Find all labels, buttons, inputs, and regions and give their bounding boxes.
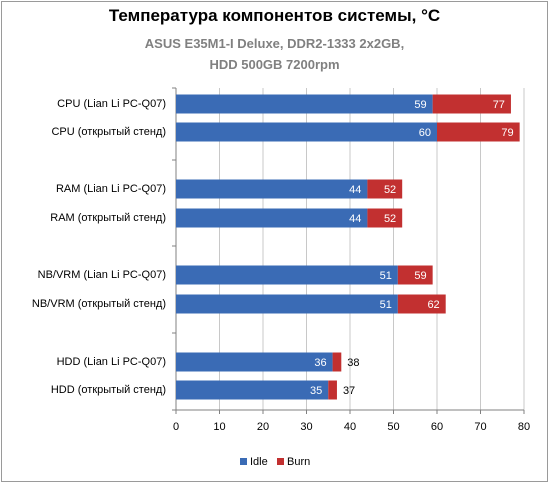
- bar-burn: [397, 294, 446, 314]
- data-label-idle: 51: [380, 299, 392, 311]
- legend-label-burn: Burn: [287, 456, 310, 468]
- category-label: CPU (Lian Li PC-Q07): [57, 98, 166, 110]
- data-label-idle: 36: [314, 357, 326, 369]
- data-label-burn: 59: [414, 270, 426, 282]
- x-tick-label-50: 50: [387, 421, 399, 433]
- bar-burn: [367, 208, 403, 228]
- category-label: RAM (открытый стенд): [50, 212, 166, 224]
- bar-burn: [367, 179, 403, 199]
- legend-swatch-idle: [240, 458, 247, 465]
- data-label-burn: 79: [501, 127, 513, 139]
- bar-burn: [432, 94, 511, 114]
- data-label-idle: 51: [380, 270, 392, 282]
- bar-idle: [176, 294, 398, 314]
- chart-title: Температура компонентов системы, °С: [108, 6, 441, 25]
- data-label-idle: 44: [349, 213, 361, 225]
- bar-burn: [332, 352, 342, 372]
- x-tick-label-70: 70: [474, 421, 486, 433]
- category-label: NB/VRM (Lian Li PC-Q07): [38, 269, 166, 281]
- bar-idle: [176, 208, 368, 228]
- legend-swatch-burn: [277, 458, 284, 465]
- bar-idle: [176, 352, 333, 372]
- bar-burn: [328, 380, 337, 400]
- data-label-burn: 52: [384, 213, 396, 225]
- x-tick-label-60: 60: [431, 421, 443, 433]
- bar-burn: [397, 265, 433, 285]
- category-label: CPU (открытый стенд): [51, 126, 166, 138]
- bar-idle: [176, 380, 329, 400]
- x-tick-label-30: 30: [300, 421, 312, 433]
- data-label-burn: 38: [347, 357, 359, 369]
- bar-idle: [176, 94, 433, 114]
- category-label: NB/VRM (открытый стенд): [32, 298, 166, 310]
- chart-subtitle-line1: ASUS E35M1-I Deluxe, DDR2-1333 2x2GB,: [144, 36, 405, 51]
- bar-idle: [176, 265, 398, 285]
- data-label-idle: 59: [414, 99, 426, 111]
- x-tick-label-40: 40: [344, 421, 356, 433]
- data-label-burn: 52: [384, 184, 396, 196]
- data-label-idle: 60: [419, 127, 431, 139]
- x-tick-label-80: 80: [518, 421, 530, 433]
- data-label-idle: 35: [310, 385, 322, 397]
- x-tick-label-10: 10: [213, 421, 225, 433]
- legend-label-idle: Idle: [250, 456, 268, 468]
- bar-idle: [176, 179, 368, 199]
- data-label-burn: 62: [427, 299, 439, 311]
- x-tick-label-0: 0: [173, 421, 179, 433]
- data-label-burn: 77: [493, 99, 505, 111]
- bar-idle: [176, 122, 437, 142]
- category-label: HDD (открытый стенд): [51, 384, 166, 396]
- category-label: HDD (Lian Li PC-Q07): [57, 356, 166, 368]
- category-label: RAM (Lian Li PC-Q07): [56, 183, 166, 195]
- data-label-idle: 44: [349, 184, 361, 196]
- data-label-burn: 37: [343, 385, 355, 397]
- chart-subtitle-line2: HDD 500GB 7200rpm: [209, 57, 340, 72]
- bar-burn: [437, 122, 520, 142]
- x-tick-label-20: 20: [257, 421, 269, 433]
